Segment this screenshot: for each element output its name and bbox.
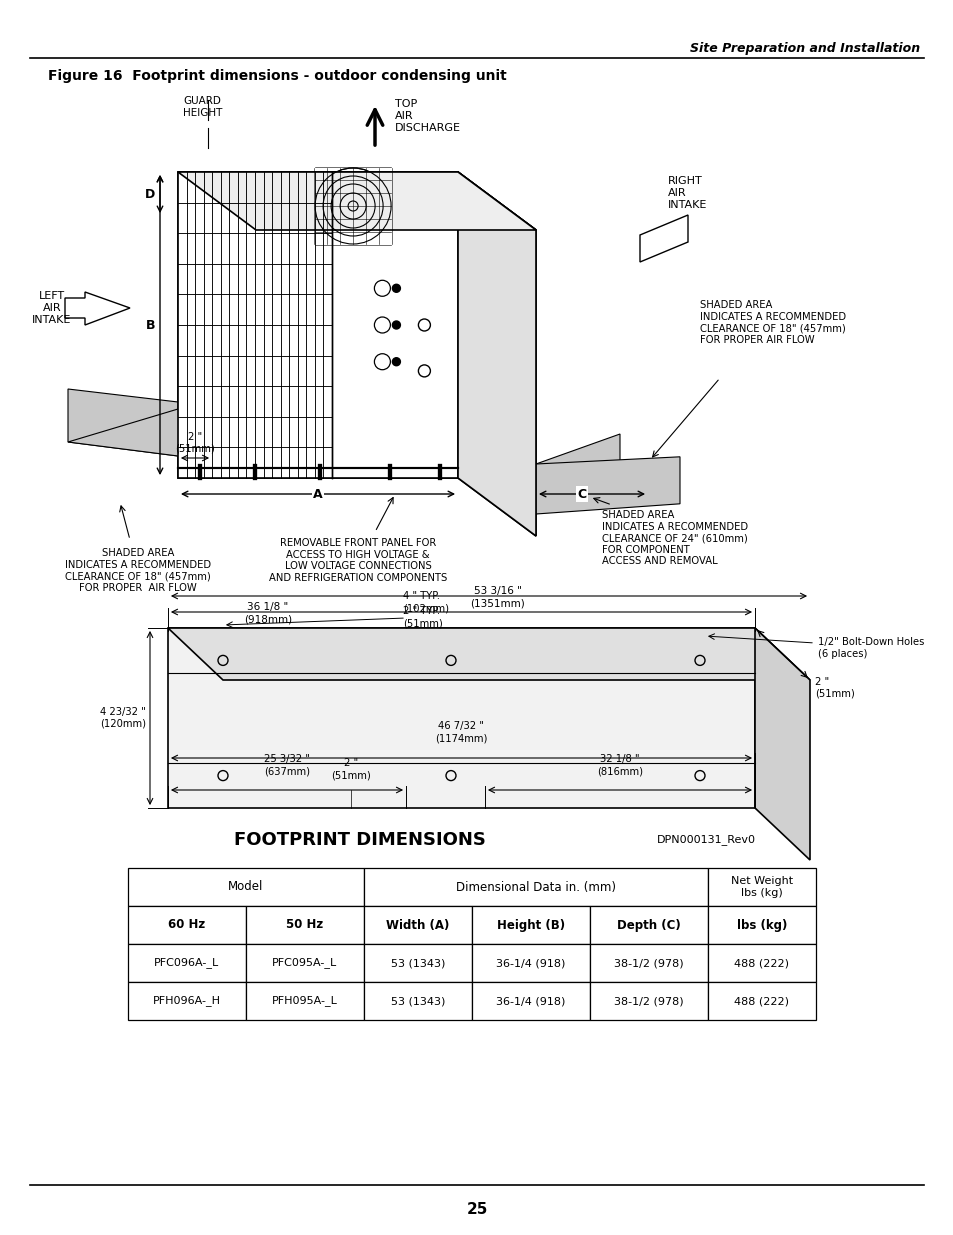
Circle shape (392, 358, 400, 366)
Bar (707, 868, 815, 906)
Text: 53 (1343): 53 (1343) (391, 958, 445, 968)
Bar (589, 944, 707, 982)
Text: Model: Model (228, 881, 263, 893)
Text: 36-1/4 (918): 36-1/4 (918) (496, 958, 565, 968)
Polygon shape (178, 172, 457, 478)
Polygon shape (457, 172, 536, 536)
Text: SHADED AREA
INDICATES A RECOMMENDED
CLEARANCE OF 18" (457mm)
FOR PROPER AIR FLOW: SHADED AREA INDICATES A RECOMMENDED CLEA… (700, 300, 845, 345)
Bar (128, 944, 246, 982)
Text: PFH096A-_H: PFH096A-_H (152, 995, 221, 1007)
Text: Depth (C): Depth (C) (617, 919, 680, 931)
Text: PFC096A-_L: PFC096A-_L (154, 957, 219, 968)
Text: 1/2" Bolt-Down Holes
(6 places): 1/2" Bolt-Down Holes (6 places) (817, 637, 923, 658)
Text: PFC095A-_L: PFC095A-_L (273, 957, 337, 968)
Circle shape (392, 321, 400, 329)
Text: RIGHT
AIR
INTAKE: RIGHT AIR INTAKE (667, 177, 706, 210)
Text: DPN000131_Rev0: DPN000131_Rev0 (657, 835, 755, 846)
Text: 36 1/8 "
(918mm): 36 1/8 " (918mm) (244, 603, 292, 624)
Text: Site Preparation and Installation: Site Preparation and Installation (689, 42, 919, 54)
Text: 2 "
(51mm): 2 " (51mm) (175, 432, 214, 453)
Polygon shape (68, 409, 619, 514)
Bar (364, 944, 472, 982)
Bar (128, 982, 246, 1020)
Polygon shape (457, 172, 536, 536)
Text: 32 1/8 "
(816mm): 32 1/8 " (816mm) (597, 755, 642, 776)
Bar (472, 906, 589, 944)
Bar (589, 982, 707, 1020)
Text: 36-1/4 (918): 36-1/4 (918) (496, 995, 565, 1007)
Text: 53 (1343): 53 (1343) (391, 995, 445, 1007)
Text: 60 Hz: 60 Hz (168, 919, 206, 931)
Text: 50 Hz: 50 Hz (286, 919, 323, 931)
Bar (472, 982, 589, 1020)
Text: Figure 16  Footprint dimensions - outdoor condensing unit: Figure 16 Footprint dimensions - outdoor… (48, 69, 506, 83)
Text: 2 "
(51mm): 2 " (51mm) (331, 758, 371, 781)
Text: 25 3/32 "
(637mm): 25 3/32 " (637mm) (264, 755, 310, 776)
Text: 46 7/32 "
(1174mm): 46 7/32 " (1174mm) (435, 721, 487, 743)
Polygon shape (178, 172, 536, 230)
Polygon shape (178, 172, 457, 478)
Polygon shape (639, 215, 687, 262)
Text: lbs (kg): lbs (kg) (736, 919, 786, 931)
Bar (364, 868, 707, 906)
Bar (128, 868, 364, 906)
Circle shape (392, 284, 400, 293)
Text: A: A (313, 488, 322, 500)
Text: Net Weight
lbs (kg): Net Weight lbs (kg) (730, 876, 792, 898)
Bar (589, 906, 707, 944)
Circle shape (392, 358, 400, 366)
Text: 488 (222): 488 (222) (734, 995, 789, 1007)
Text: Dimensional Data in. (mm): Dimensional Data in. (mm) (456, 881, 616, 893)
Text: 4 " TYP.
(102mm): 4 " TYP. (102mm) (402, 592, 449, 613)
Text: Width (A): Width (A) (386, 919, 449, 931)
Bar (472, 944, 589, 982)
Bar (364, 982, 472, 1020)
Bar (707, 944, 815, 982)
Polygon shape (536, 457, 679, 514)
Text: GUARD
HEIGHT: GUARD HEIGHT (183, 96, 222, 117)
Text: SHADED AREA
INDICATES A RECOMMENDED
CLEARANCE OF 24" (610mm)
FOR COMPONENT
ACCES: SHADED AREA INDICATES A RECOMMENDED CLEA… (601, 510, 747, 567)
Text: 2 "
(51mm): 2 " (51mm) (814, 677, 854, 699)
Text: 38-1/2 (978): 38-1/2 (978) (614, 958, 683, 968)
Text: 53 3/16 "
(1351mm): 53 3/16 " (1351mm) (470, 587, 525, 608)
Polygon shape (168, 629, 809, 680)
Text: REMOVABLE FRONT PANEL FOR
ACCESS TO HIGH VOLTAGE &
LOW VOLTAGE CONNECTIONS
AND R: REMOVABLE FRONT PANEL FOR ACCESS TO HIGH… (269, 538, 447, 583)
Bar (707, 982, 815, 1020)
Text: Height (B): Height (B) (497, 919, 564, 931)
Bar (246, 906, 364, 944)
Text: 38-1/2 (978): 38-1/2 (978) (614, 995, 683, 1007)
Polygon shape (754, 629, 809, 860)
Bar (707, 906, 815, 944)
Text: D: D (145, 188, 154, 200)
Bar (364, 906, 472, 944)
Text: 488 (222): 488 (222) (734, 958, 789, 968)
Text: 25: 25 (466, 1203, 487, 1218)
Circle shape (392, 284, 400, 293)
Polygon shape (168, 629, 754, 808)
Text: 4 23/32 "
(120mm): 4 23/32 " (120mm) (100, 708, 146, 729)
Text: C: C (577, 488, 586, 500)
Text: FOOTPRINT DIMENSIONS: FOOTPRINT DIMENSIONS (233, 831, 485, 848)
Polygon shape (178, 172, 536, 230)
Circle shape (392, 321, 400, 329)
Bar (246, 944, 364, 982)
Polygon shape (65, 291, 130, 325)
Bar (128, 906, 246, 944)
Text: TOP
AIR
DISCHARGE: TOP AIR DISCHARGE (395, 99, 460, 132)
Text: SHADED AREA
INDICATES A RECOMMENDED
CLEARANCE OF 18" (457mm)
FOR PROPER  AIR FLO: SHADED AREA INDICATES A RECOMMENDED CLEA… (65, 548, 211, 593)
Text: 2 " TYP.
(51mm): 2 " TYP. (51mm) (402, 606, 442, 629)
Bar (246, 982, 364, 1020)
Polygon shape (68, 389, 178, 456)
Text: PFH095A-_L: PFH095A-_L (272, 995, 337, 1007)
Text: LEFT
AIR
INTAKE: LEFT AIR INTAKE (32, 291, 71, 325)
Text: B: B (146, 319, 154, 331)
